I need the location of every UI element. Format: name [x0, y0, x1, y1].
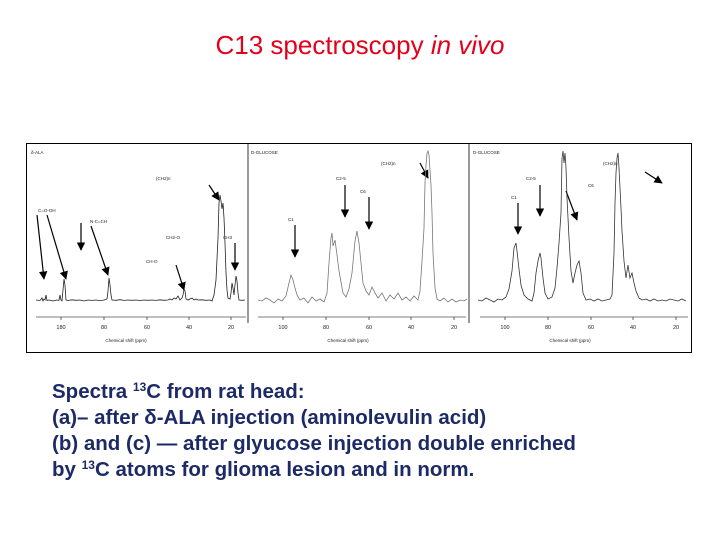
x-ticks [282, 317, 455, 320]
peak-arrow [36, 214, 48, 280]
caption-line-1: Spectra 13C from rat head: [52, 379, 702, 405]
x-axis-label: Chemical shift (ppm) [105, 338, 147, 343]
panel-a-header: δ-ALA [31, 150, 44, 155]
peak-label: C1 [511, 195, 517, 200]
x-tick-label: 80 [545, 325, 551, 331]
x-ticks [60, 317, 232, 320]
peak-label: C6 [588, 183, 594, 188]
x-tick-label: 60 [144, 325, 150, 331]
caption-superscript: 13 [132, 380, 147, 394]
peak-label: (CH2)n [156, 176, 171, 181]
peak-label: C1 [288, 217, 294, 222]
peak-arrow [565, 190, 579, 221]
x-tick-label: 40 [186, 325, 192, 331]
peak-label: N-C=CH [90, 219, 107, 224]
caption-line-2: (a)– after δ-ALA injection (aminolevulin… [52, 406, 487, 429]
peak-label: C6 [360, 189, 366, 194]
caption-text: by [52, 458, 82, 481]
caption-text: C atoms for glioma lesion and in norm. [94, 458, 475, 481]
peak-label: CH-O [146, 259, 158, 264]
peak-arrow [419, 162, 429, 179]
peak-label: CH2-O [166, 235, 181, 240]
x-tick-label: 40 [408, 325, 414, 331]
x-tick-label: 20 [673, 325, 679, 331]
title-text: C13 spectroscopy [215, 30, 431, 60]
x-tick-label: 20 [451, 325, 457, 331]
peak-arrow [208, 184, 220, 201]
x-tick-label: 40 [630, 325, 636, 331]
peak-label: (CH2)n [381, 161, 396, 166]
peak-label: (CH2)n [603, 161, 618, 166]
spectrum-trace-a [35, 194, 246, 303]
caption-text: C from rat head: [146, 380, 305, 403]
peak-arrow [644, 171, 663, 184]
x-axis-label: Chemical shift (ppm) [549, 338, 591, 343]
peak-label: CH3 [223, 235, 232, 240]
x-tick-label: 100 [500, 325, 509, 331]
spectrum-trace-c [477, 150, 687, 303]
figure-frame [26, 143, 692, 353]
x-tick-label: 60 [588, 325, 594, 331]
peak-label: C=O-OH [38, 208, 56, 213]
panel-b-header: D-GLUCOSE [251, 150, 278, 155]
x-tick-label: 180 [56, 325, 65, 331]
panel-c-header: D-GLUCOSE [473, 150, 500, 155]
caption-superscript: 13 [81, 458, 95, 472]
slide-title: C13 spectroscopy in vivo [0, 30, 720, 61]
x-ticks [504, 317, 677, 320]
panel-b: D-GLUCOSE (CH2)n C2-5 C6 C1 100 80 60 40… [251, 149, 468, 343]
spectrum-trace-b [257, 149, 468, 304]
x-tick-label: 80 [323, 325, 329, 331]
x-axis-label: Chemical shift (ppm) [327, 338, 369, 343]
peak-arrow [175, 264, 186, 291]
caption-line-3: (b) and (c) — after glyucose injection d… [52, 432, 576, 455]
title-italic-text: in vivo [430, 30, 505, 60]
x-tick-label: 80 [101, 325, 107, 331]
spectra-svg: δ-ALA (CH2)n C=O-OH N-C=CH CH2-O CH3 CH-… [26, 143, 692, 353]
caption-text: Spectra [52, 380, 133, 403]
x-tick-label: 20 [228, 325, 234, 331]
peak-arrow [46, 214, 68, 280]
peak-label: C2-5 [336, 176, 346, 181]
peak-label: C2-5 [526, 176, 536, 181]
caption: Spectra 13C from rat head: (a)– after δ-… [52, 379, 702, 483]
peak-arrow [90, 225, 110, 276]
x-tick-label: 100 [278, 325, 287, 331]
caption-line-4: by 13C atoms for glioma lesion and in no… [52, 457, 702, 483]
panel-a: δ-ALA (CH2)n C=O-OH N-C=CH CH2-O CH3 CH-… [31, 150, 246, 343]
panel-c: D-GLUCOSE (CH2)n C2-5 C6 C1 100 80 60 40… [473, 150, 688, 343]
spectra-figure: δ-ALA (CH2)n C=O-OH N-C=CH CH2-O CH3 CH-… [26, 143, 692, 353]
x-tick-label: 60 [366, 325, 372, 331]
